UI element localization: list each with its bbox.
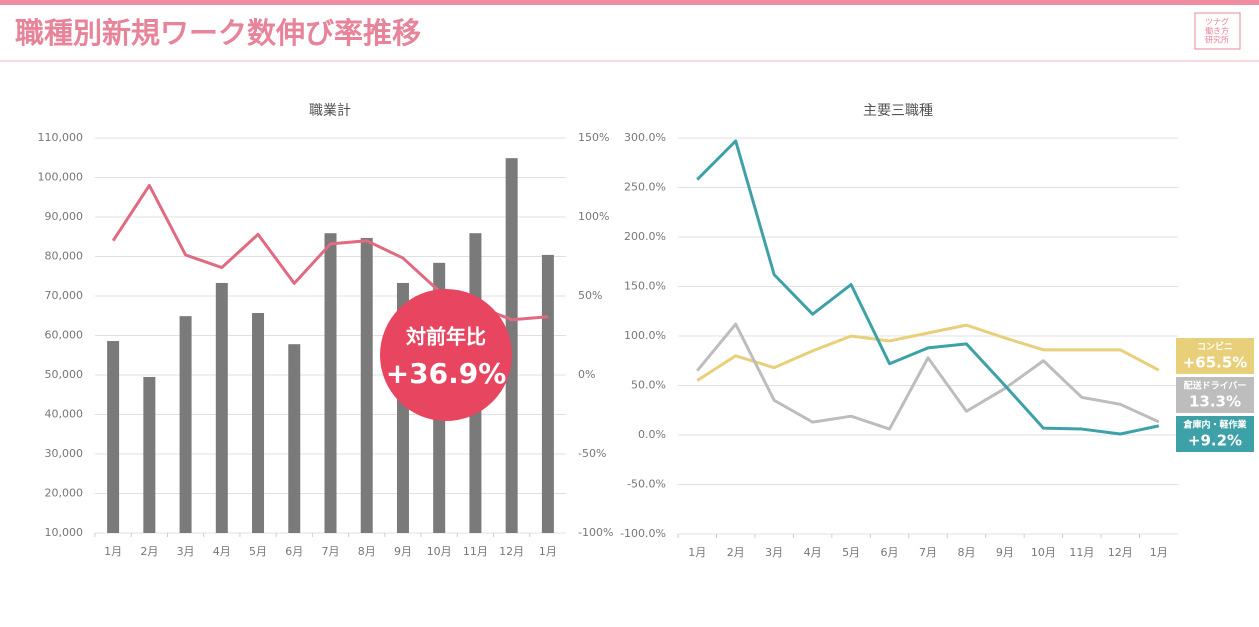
y2-tick-label: -50% [578, 447, 606, 460]
y-tick-label: 100,000 [38, 171, 84, 184]
y-tick-label: 100.0% [624, 329, 666, 342]
x-tick-label: 8月 [957, 546, 975, 559]
legend-box [1176, 416, 1254, 452]
line [696, 139, 1160, 436]
legend-name: コンビニ [1197, 341, 1233, 353]
legend-box [1176, 338, 1254, 374]
bar [324, 233, 337, 533]
x-tick-label: 8月 [358, 545, 376, 558]
y2-tick-label: 50% [578, 289, 602, 302]
y-tick-label: 50.0% [631, 379, 666, 392]
x-tick-label: 1月 [688, 546, 706, 559]
x-tick-label: 4月 [804, 546, 822, 559]
chart-title: 職業計 [309, 103, 351, 119]
y-tick-label: 200.0% [624, 230, 666, 243]
x-tick-label: 11月 [1069, 546, 1094, 559]
x-tick-label: 7月 [322, 545, 340, 558]
y-tick-label: 80,000 [45, 250, 84, 263]
x-tick-label: 6月 [285, 545, 303, 558]
y-tick-label: 20,000 [45, 487, 84, 500]
x-tick-label: 10月 [1031, 546, 1056, 559]
bar [252, 312, 265, 533]
y2-tick-label: 150% [578, 131, 609, 144]
callout-title: 対前年比 [405, 325, 486, 349]
x-tick-label: 2月 [727, 546, 745, 559]
bar [107, 341, 120, 533]
y-tick-label: 60,000 [45, 329, 84, 342]
y2-tick-label: -100% [578, 526, 613, 539]
y-tick-label: 30,000 [45, 447, 84, 460]
x-tick-label: 1月 [104, 545, 122, 558]
bar [288, 344, 301, 533]
value-label: +9.2% [1188, 432, 1242, 450]
x-tick-label: 6月 [881, 546, 899, 559]
page-title: 職種別新規ワーク数伸び率推移 [15, 16, 421, 50]
x-tick-label: 11月 [463, 545, 488, 558]
y2-tick-label: 0% [578, 368, 595, 381]
x-tick-label: 5月 [249, 545, 267, 558]
top-bar [0, 0, 1259, 5]
legend-box [1176, 377, 1254, 413]
callout [380, 289, 512, 421]
y2-tick-label: 100% [578, 210, 609, 223]
x-tick-label: 9月 [996, 546, 1014, 559]
x-tick-label: 3月 [177, 545, 195, 558]
y-tick-label: 0.0% [638, 428, 666, 441]
x-tick-label: 9月 [394, 545, 412, 558]
y-tick-label: -100.0% [620, 527, 666, 540]
y-tick-label: 40,000 [45, 408, 84, 421]
y-tick-label: 50,000 [45, 368, 84, 381]
logo-box [1194, 12, 1241, 50]
y-tick-label: 90,000 [45, 210, 84, 223]
value-label: +65.5% [1183, 354, 1248, 372]
logo-text: 研究所 [1205, 35, 1229, 45]
y-tick-label: -50.0% [627, 478, 666, 491]
bar [505, 158, 518, 533]
x-tick-label: 7月 [919, 546, 937, 559]
legend-name: 配送ドライバー [1184, 380, 1247, 392]
x-tick-label: 3月 [765, 546, 783, 559]
y-tick-label: 300.0% [624, 131, 666, 144]
line [696, 323, 1160, 382]
y-tick-label: 70,000 [45, 289, 84, 302]
x-tick-label: 5月 [842, 546, 860, 559]
bar [541, 254, 554, 534]
x-tick-label: 2月 [140, 545, 158, 558]
y-tick-label: 10,000 [45, 526, 84, 539]
bar [215, 282, 228, 533]
x-tick-label: 12月 [499, 545, 524, 558]
callout-value: +36.9% [386, 357, 507, 390]
y-tick-label: 250.0% [624, 181, 666, 194]
y-tick-label: 150.0% [624, 280, 666, 293]
x-tick-label: 4月 [213, 545, 231, 558]
value-label: 13.3% [1189, 393, 1241, 411]
logo-text: ツナグ [1205, 17, 1229, 27]
y-tick-label: 110,000 [38, 131, 84, 144]
bar [179, 316, 192, 533]
logo-text: 働き方 [1205, 26, 1229, 36]
bar [360, 237, 373, 533]
x-tick-label: 1月 [539, 545, 557, 558]
line [696, 322, 1160, 431]
x-tick-label: 1月 [1150, 546, 1168, 559]
legend-name: 倉庫内・軽作業 [1182, 419, 1247, 431]
x-tick-label: 12月 [1108, 546, 1133, 559]
chart-title: 主要三職種 [863, 103, 933, 119]
bar [143, 376, 156, 533]
x-tick-label: 10月 [427, 545, 452, 558]
